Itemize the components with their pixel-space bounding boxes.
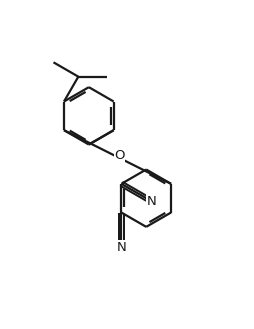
Text: O: O: [114, 148, 124, 162]
Text: N: N: [116, 240, 126, 254]
Text: N: N: [146, 195, 156, 208]
